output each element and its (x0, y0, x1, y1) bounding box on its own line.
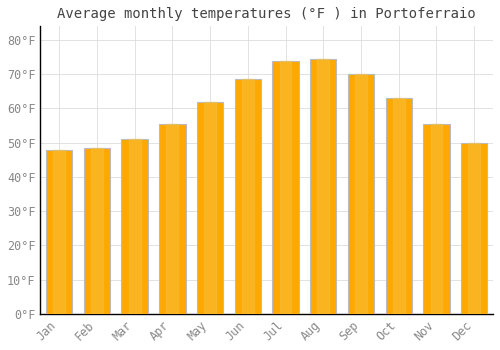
Bar (468, 143, 480, 314)
Bar (166, 124, 178, 314)
Bar (280, 61, 291, 314)
Bar (91, 148, 103, 314)
Bar (348, 74, 374, 314)
Bar (46, 149, 72, 314)
Bar (430, 124, 442, 314)
Bar (318, 59, 329, 314)
Bar (197, 102, 224, 314)
Bar (128, 139, 140, 314)
Bar (159, 124, 186, 314)
Bar (122, 139, 148, 314)
Bar (310, 59, 336, 314)
Bar (355, 74, 367, 314)
Bar (393, 98, 404, 314)
Bar (204, 102, 216, 314)
Title: Average monthly temperatures (°F ) in Portoferraio: Average monthly temperatures (°F ) in Po… (58, 7, 476, 21)
Bar (386, 98, 412, 314)
Bar (272, 61, 299, 314)
Bar (424, 124, 450, 314)
Bar (84, 148, 110, 314)
Bar (242, 79, 254, 314)
Bar (461, 143, 487, 314)
Bar (234, 79, 261, 314)
Bar (53, 149, 65, 314)
